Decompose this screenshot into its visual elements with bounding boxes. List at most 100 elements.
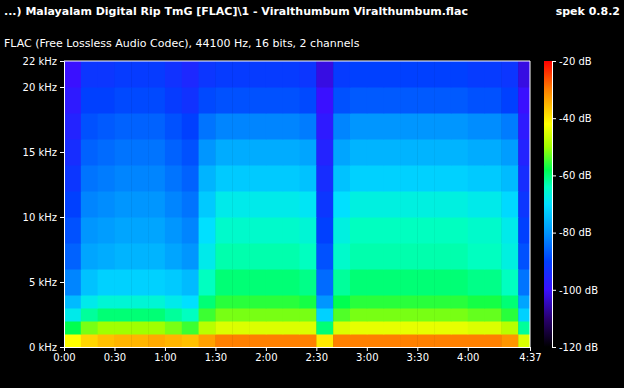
cell (148, 87, 165, 114)
cell (417, 191, 434, 218)
cell (400, 334, 417, 347)
cell (434, 269, 451, 296)
cell (232, 269, 249, 296)
cell (165, 308, 182, 322)
cell (451, 269, 468, 296)
cell (468, 113, 485, 140)
cell (333, 217, 350, 244)
tick-mark (60, 87, 64, 88)
cell (300, 165, 317, 192)
cell (300, 243, 317, 270)
cell (232, 243, 249, 270)
tick-mark (60, 282, 64, 283)
x-axis: 0:000:301:001:302:002:303:003:304:004:37 (53, 347, 541, 363)
cell (468, 243, 485, 270)
cell (283, 165, 300, 192)
cell (266, 243, 283, 270)
cell (316, 308, 333, 322)
cell (501, 113, 518, 140)
cell (316, 334, 333, 347)
tick-label: 3:30 (407, 352, 429, 363)
cell (300, 334, 317, 347)
cell (232, 61, 249, 88)
tick-label: -80 dB (559, 227, 592, 238)
cell (417, 295, 434, 309)
cell (199, 334, 216, 347)
cell (367, 321, 384, 335)
tick-label: 0 kHz (29, 342, 57, 353)
cell (266, 269, 283, 296)
cell (98, 113, 115, 140)
cell (165, 87, 182, 114)
cell (384, 113, 401, 140)
tick-label: 1:30 (205, 352, 227, 363)
cell (182, 321, 199, 335)
cell (434, 165, 451, 192)
cell (400, 165, 417, 192)
cell (165, 295, 182, 309)
cell (518, 269, 530, 296)
cell (199, 165, 216, 192)
cell (485, 165, 502, 192)
cell (232, 321, 249, 335)
cell (518, 165, 530, 192)
cell (316, 269, 333, 296)
cell (114, 321, 131, 335)
cell (350, 308, 367, 322)
cell (451, 321, 468, 335)
cell (148, 334, 165, 347)
axis-line (553, 62, 557, 348)
tick-mark (165, 347, 166, 351)
tick-mark (530, 347, 531, 351)
cell (81, 243, 98, 270)
cell (316, 165, 333, 192)
cell (501, 269, 518, 296)
cell (468, 61, 485, 88)
cell (300, 61, 317, 88)
cell (81, 321, 98, 335)
cell (400, 87, 417, 114)
cell (417, 165, 434, 192)
cell (249, 87, 266, 114)
cell (81, 191, 98, 218)
tick: 4:37 (519, 347, 541, 363)
cell (316, 113, 333, 140)
cell (165, 191, 182, 218)
cell (501, 308, 518, 322)
cell (518, 191, 530, 218)
cell (114, 113, 131, 140)
cell (384, 334, 401, 347)
cell (350, 217, 367, 244)
cell (249, 217, 266, 244)
cell (468, 334, 485, 347)
cell (64, 191, 81, 218)
cell (518, 61, 530, 88)
cell (451, 61, 468, 88)
cell (485, 334, 502, 347)
cell (199, 87, 216, 114)
cell (316, 61, 333, 88)
cell (367, 334, 384, 347)
cell (316, 87, 333, 114)
tick: 1:30 (205, 347, 227, 363)
cell (182, 269, 199, 296)
cell (215, 217, 232, 244)
cell (98, 217, 115, 244)
cell (417, 334, 434, 347)
cell (283, 139, 300, 166)
cell (417, 113, 434, 140)
cell (81, 269, 98, 296)
cell (333, 321, 350, 335)
cell (384, 243, 401, 270)
cell (266, 334, 283, 347)
cell (148, 269, 165, 296)
tick-label: 1:00 (154, 352, 176, 363)
cell (215, 87, 232, 114)
cell (199, 308, 216, 322)
cell (114, 269, 131, 296)
cell (468, 191, 485, 218)
cell (468, 87, 485, 114)
cell (131, 165, 148, 192)
cell (434, 308, 451, 322)
cell (384, 61, 401, 88)
